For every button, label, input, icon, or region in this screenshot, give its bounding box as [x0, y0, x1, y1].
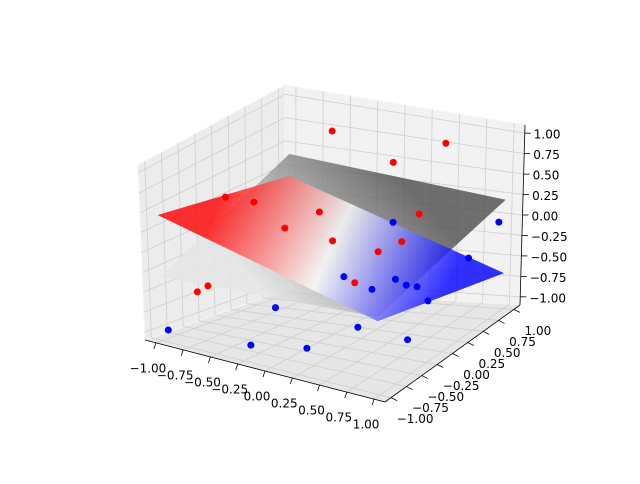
z-tick-label: −0.50	[530, 250, 567, 264]
x-tick-label: −0.25	[211, 382, 248, 396]
z-tick-label: 0.50	[533, 169, 560, 183]
point	[424, 297, 431, 304]
point	[250, 199, 257, 206]
point	[495, 219, 502, 226]
point	[316, 208, 323, 215]
tick-mark	[345, 392, 347, 398]
tick-mark	[437, 365, 443, 368]
point	[416, 210, 423, 217]
point	[375, 248, 382, 255]
point	[303, 345, 310, 352]
point	[390, 219, 397, 226]
z-tick-label: 0.75	[533, 148, 560, 162]
point	[390, 159, 397, 166]
point	[398, 238, 405, 245]
point	[247, 342, 254, 349]
point	[442, 140, 449, 147]
point	[354, 324, 361, 331]
tick-mark	[154, 343, 156, 349]
z-tick-label: −1.00	[529, 291, 566, 305]
tick-mark	[318, 385, 320, 391]
x-tick-label: 0.75	[325, 411, 352, 425]
x-tick-label: 0.50	[298, 404, 325, 418]
point	[281, 225, 288, 232]
point	[404, 336, 411, 343]
z-tick-label: 0.00	[532, 210, 559, 224]
point	[465, 255, 472, 262]
point	[414, 283, 421, 290]
tick-mark	[422, 376, 428, 379]
point	[392, 276, 399, 283]
tick-mark	[208, 357, 210, 363]
point	[165, 326, 172, 333]
y-tick-label: 1.00	[525, 324, 552, 338]
z-tick-label: 0.25	[532, 189, 559, 203]
point	[194, 288, 201, 295]
tick-mark	[290, 378, 292, 384]
point	[204, 282, 211, 289]
z-tick-label: 1.00	[534, 128, 561, 142]
tick-mark	[263, 371, 265, 377]
point	[351, 279, 358, 286]
tick-mark	[372, 399, 374, 405]
point	[368, 286, 375, 293]
point	[340, 273, 347, 280]
x-tick-label: 0.25	[271, 397, 298, 411]
x-tick-label: 0.00	[244, 390, 271, 404]
tick-mark	[468, 342, 474, 345]
tick-mark	[499, 320, 505, 323]
tick-mark	[236, 364, 238, 370]
point	[222, 194, 229, 201]
point	[329, 128, 336, 135]
z-tick-label: −0.25	[531, 230, 568, 244]
tick-mark	[514, 309, 520, 312]
tick-mark	[483, 331, 489, 334]
tick-mark	[181, 350, 183, 356]
point	[329, 237, 336, 244]
point	[272, 304, 279, 311]
x-tick-label: 1.00	[353, 418, 380, 432]
z-tick-label: −0.75	[530, 271, 567, 285]
point	[403, 282, 410, 289]
tick-mark	[391, 398, 397, 401]
tick-mark	[406, 387, 412, 390]
tick-mark	[453, 354, 459, 357]
